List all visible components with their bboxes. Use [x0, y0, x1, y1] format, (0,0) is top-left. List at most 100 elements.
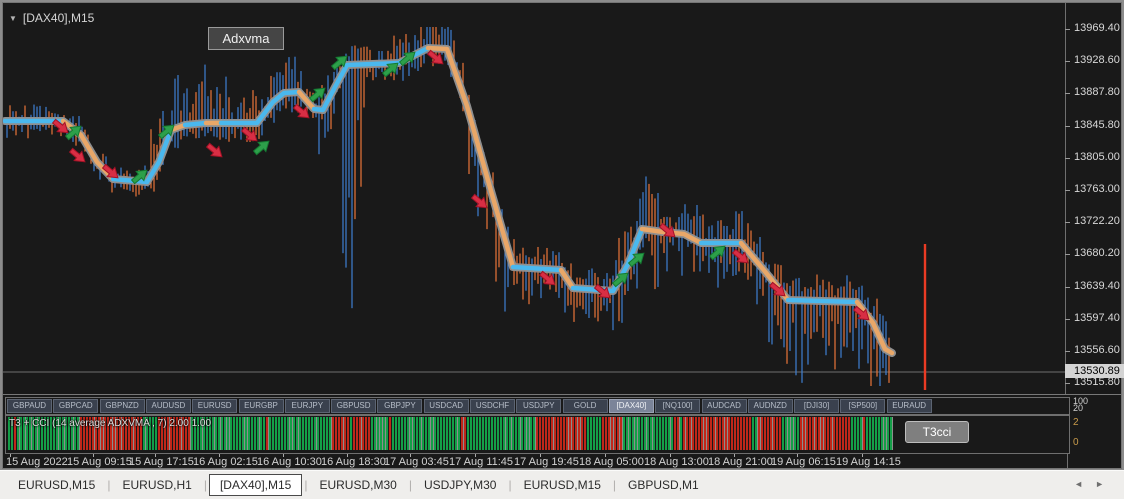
time-axis-label: 18 Aug 13:00: [644, 456, 709, 468]
price-axis-tick: [1065, 190, 1070, 191]
time-axis-label: 16 Aug 18:30: [321, 456, 386, 468]
sell-arrow-icon: [768, 281, 786, 297]
time-axis-tick: [347, 454, 348, 457]
sell-arrow-icon: [593, 283, 611, 299]
time-axis-label: 15 Aug 09:15: [67, 456, 132, 468]
symbol-button-gold[interactable]: GOLD: [562, 399, 608, 413]
price-axis-tick: [1065, 93, 1070, 95]
chart-tab-gbpusd-m1[interactable]: GBPUSD,M1: [628, 478, 699, 492]
chart-tab-eurusd-h1[interactable]: EURUSD,H1: [122, 478, 192, 492]
price-axis-tick: [1065, 286, 1070, 288]
price-axis-label: 13556.60: [1074, 344, 1120, 356]
time-axis-label: 19 Aug 06:15: [771, 456, 836, 468]
price-axis-tick: [1065, 318, 1070, 320]
symbol-button-gbpaud[interactable]: GBPAUD: [7, 399, 52, 413]
tab-separator: |: [612, 478, 617, 492]
symbol-button-euraud[interactable]: EURAUD: [886, 399, 932, 413]
symbol-button-eurusd[interactable]: EURUSD: [192, 399, 238, 413]
time-axis-label: 15 Aug 2022: [6, 456, 68, 468]
window-splitter[interactable]: [3, 394, 1121, 395]
chart-tab--dax40-m15[interactable]: [DAX40],M15: [208, 474, 303, 496]
symbols-scale-top: 100: [1073, 396, 1089, 406]
price-axis-tick: [1065, 125, 1070, 127]
time-axis-label: 17 Aug 11:45: [449, 456, 514, 468]
symbol-button-eurjpy[interactable]: EURJPY: [284, 399, 330, 413]
sell-arrow-icon: [470, 193, 488, 209]
time-axis-tick: [10, 454, 11, 457]
price-axis-label: 13722.20: [1074, 215, 1120, 228]
symbol-button-usdjpy[interactable]: USDJPY: [516, 399, 562, 413]
symbols-scale-bottom: 20: [1073, 403, 1084, 413]
price-axis-label: 13845.80: [1074, 118, 1120, 131]
symbol-button-nq100[interactable]: [NQ100]: [655, 399, 701, 413]
price-axis-label: 13928.60: [1074, 54, 1120, 67]
symbol-button-gbpusd[interactable]: GBPUSD: [331, 399, 377, 413]
tab-scroll-right-icon[interactable]: ►: [1095, 479, 1116, 489]
symbol-button-usdchf[interactable]: USDCHF: [470, 399, 515, 413]
chart-tab-eurusd-m30[interactable]: EURUSD,M30: [319, 478, 397, 492]
tab-separator: |: [408, 478, 412, 492]
time-axis-tick: [93, 454, 94, 457]
symbol-button-audusd[interactable]: AUDUSD: [145, 399, 191, 413]
tab-scroll-left-icon[interactable]: ◄: [1074, 479, 1096, 489]
chart-symbol-period: [DAX40],M15: [22, 11, 95, 25]
cci-histogram-canvas[interactable]: [6, 416, 1067, 451]
price-axis-label: 13639.40: [1074, 279, 1120, 292]
symbol-button-usdcad[interactable]: USDCAD: [423, 399, 469, 413]
t3cci-button[interactable]: T3cci: [905, 421, 969, 443]
buy-arrow-icon: [708, 245, 726, 261]
sell-arrow-icon: [240, 126, 258, 142]
price-axis-label: 13515.80: [1074, 376, 1120, 389]
buy-arrow-icon: [157, 124, 175, 140]
sell-arrow-icon: [101, 163, 119, 179]
symbol-button-audcad[interactable]: AUDCAD: [701, 399, 747, 413]
price-bars: [6, 27, 890, 386]
tab-separator: |: [508, 478, 512, 492]
sell-arrow-icon: [538, 270, 556, 286]
symbol-button-gbpcad[interactable]: GBPCAD: [53, 399, 99, 413]
price-axis-tick: [1065, 351, 1070, 352]
symbol-button-dax40[interactable]: [DAX40]: [608, 399, 654, 413]
cci-scale-bottom: 0: [1073, 437, 1079, 448]
chart-tab-eurusd-m15[interactable]: EURUSD,M15: [523, 478, 601, 492]
chart-dropdown-icon[interactable]: ▼: [9, 13, 17, 23]
time-axis-tick: [605, 454, 606, 457]
sell-arrow-icon: [426, 49, 444, 65]
time-axis-label: 18 Aug 05:00: [579, 456, 644, 468]
price-axis-tick: [1065, 222, 1070, 224]
symbol-button-gbpnzd[interactable]: GBPNZD: [99, 399, 145, 413]
time-axis-tick: [155, 454, 156, 457]
sell-arrow-icon: [68, 147, 86, 163]
adxvma-indicator-label[interactable]: Adxvma: [208, 27, 284, 50]
price-axis-separator: [1065, 3, 1066, 394]
symbol-button-gbpjpy[interactable]: GBPJPY: [377, 399, 423, 413]
time-axis-label: 15 Aug 17:15: [129, 456, 194, 468]
chart-tab-usdjpy-m30[interactable]: USDJPY,M30: [423, 478, 497, 492]
symbol-button-audnzd[interactable]: AUDNZD: [747, 399, 793, 413]
time-axis-tick: [410, 454, 411, 457]
time-axis-tick: [862, 454, 863, 457]
buy-arrow-icon: [330, 55, 348, 71]
price-axis-label: 13680.20: [1074, 247, 1120, 260]
chart-tab-bar: EURUSD,M15 | EURUSD,H1 | [DAX40],M15 | EURUSD,…: [0, 470, 1124, 499]
chart-tab-eurusd-m15[interactable]: EURUSD,M15: [18, 478, 96, 492]
time-axis-separator: [1067, 453, 1068, 468]
time-axis-tick: [540, 454, 541, 457]
price-axis-tick: [1065, 254, 1070, 256]
symbol-button-dji30[interactable]: [DJI30]: [794, 399, 840, 413]
sell-arrow-icon: [292, 103, 310, 119]
time-axis-tick: [283, 454, 284, 457]
price-chart-canvas[interactable]: [3, 3, 1065, 394]
buy-arrow-icon: [64, 125, 82, 141]
sell-arrow-icon: [205, 142, 223, 158]
symbol-button-sp500[interactable]: [SP500]: [840, 399, 886, 413]
cci-indicator-panel[interactable]: T3 + CCI (14 average ADXVMA , 7) 2.00 1.…: [5, 415, 1070, 454]
cci-indicator-label: T3 + CCI (14 average ADXVMA , 7) 2.00 1.…: [9, 418, 212, 429]
symbol-button-eurgbp[interactable]: EURGBP: [238, 399, 284, 413]
time-axis-label: 19 Aug 14:15: [836, 456, 901, 468]
time-axis-label: 16 Aug 10:30: [257, 456, 322, 468]
time-axis-tick: [734, 454, 735, 457]
time-axis-label: 16 Aug 02:15: [193, 456, 258, 468]
adxvma-line: [3, 44, 896, 357]
